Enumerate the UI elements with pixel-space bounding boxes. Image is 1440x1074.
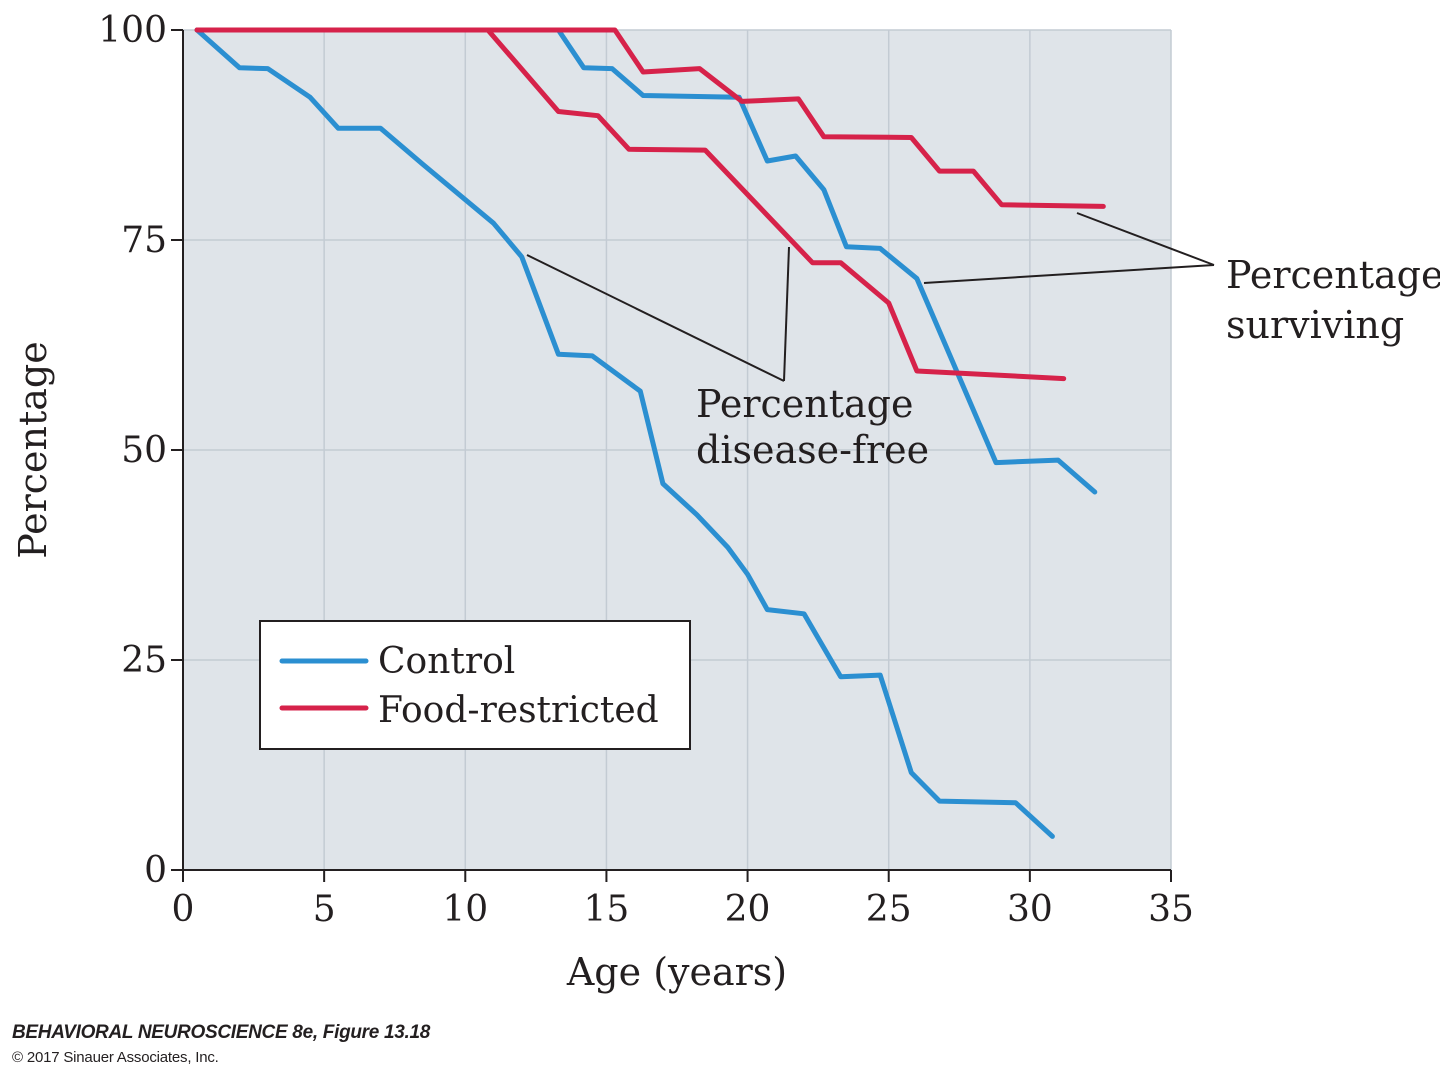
figure-credit-title: BEHAVIORAL NEUROSCIENCE 8e, Figure 13.18 xyxy=(12,1022,431,1043)
annotation-leader-diseasefree-control xyxy=(526,254,785,382)
y-tick-label-50: 50 xyxy=(121,430,167,471)
x-tick-label-15: 15 xyxy=(584,889,630,930)
annotation-diseasefree-label-line2: disease-free xyxy=(696,428,929,472)
x-tick-label-0: 0 xyxy=(172,889,195,930)
series-line-food-restricted-disease-free xyxy=(194,27,1067,382)
y-tick-label-75: 75 xyxy=(121,220,167,261)
annotations: Percentage surviving Percentage disease-… xyxy=(526,212,1440,472)
x-tick-label-5: 5 xyxy=(313,889,336,930)
series-line-control-disease-free xyxy=(194,27,1055,839)
data-series xyxy=(194,27,1106,839)
x-tick-label-25: 25 xyxy=(866,889,912,930)
y-axis-title: Percentage xyxy=(11,341,55,559)
x-tick-label-30: 30 xyxy=(1007,889,1053,930)
legend-box xyxy=(259,620,691,750)
annotation-surviving-label-line1: Percentage xyxy=(1226,253,1440,297)
y-tick-label-100: 100 xyxy=(98,10,167,51)
x-tick-label-10: 10 xyxy=(442,889,488,930)
legend-label-food-restricted: Food-restricted xyxy=(378,690,659,731)
legend-label-control: Control xyxy=(378,641,515,682)
y-tick-label-25: 25 xyxy=(121,640,167,681)
series-line-food-restricted-surviving xyxy=(194,27,1106,209)
x-axis-title: Age (years) xyxy=(566,950,787,994)
annotation-leader-surviving-food xyxy=(1076,212,1215,266)
annotation-diseasefree-label-line1: Percentage xyxy=(696,382,914,426)
annotation-leader-diseasefree-food xyxy=(783,246,790,382)
annotation-surviving-label-line2: surviving xyxy=(1226,303,1404,347)
axes xyxy=(171,29,1172,882)
legend: Control Food-restricted xyxy=(259,620,691,750)
figure-credit-copyright: © 2017 Sinauer Associates, Inc. xyxy=(12,1049,219,1066)
x-tick-label-20: 20 xyxy=(725,889,771,930)
x-tick-label-35: 35 xyxy=(1148,889,1194,930)
y-tick-label-0: 0 xyxy=(144,850,167,891)
series-line-control-surviving xyxy=(194,27,1098,495)
tick-labels: 0 5 10 15 20 25 30 35 0 25 50 75 100 xyxy=(98,10,1194,930)
annotation-leader-surviving-control xyxy=(923,264,1215,284)
